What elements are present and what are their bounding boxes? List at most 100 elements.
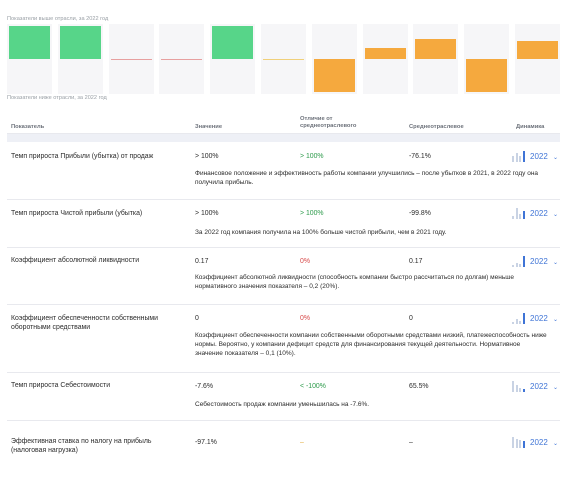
table-row: Темп прироста Себестоимости -7.6% < -100% 6… [7,373,560,421]
table-row: Коэффициент обеспеченности собственными … [7,305,560,373]
sparkline-bar [515,152,518,162]
sparkline-bar [519,263,521,267]
indicator-value: > 100% [195,153,219,160]
bar-cell [362,24,408,94]
indicator-name: Коэффициент обеспеченности собственными … [11,315,158,331]
header-average: Среднеотраслевое [409,124,464,130]
indicator-description: Коэффициент обеспеченности компании собс… [195,332,547,357]
header-dynamics: Динамика [516,124,545,130]
table-header: Показатель Значение Отличие от среднеотр… [7,114,560,134]
chevron-down-icon[interactable]: ⌄ [553,317,559,323]
dynamics-sparkline-icon [512,256,526,267]
sparkline-bar [519,214,521,219]
indicator-value: 0 [195,315,199,322]
dynamics-year-selector[interactable]: 2022 ⌄ [512,208,562,220]
sparkline-bar [512,155,514,162]
dynamics-year[interactable]: 2022 [530,152,548,161]
chevron-down-icon[interactable]: ⌄ [553,212,559,218]
chart-bar [517,40,558,59]
header-indicator: Показатель [11,124,45,130]
average-value: -99.8% [409,210,431,217]
chart-bar [9,26,50,59]
indicator-value: > 100% [195,210,219,217]
sparkline-bar [512,437,514,448]
sparkline-bar [515,263,518,267]
difference-value: 0% [300,258,310,265]
dynamics-sparkline-icon [512,151,526,162]
bar-cell [515,24,560,94]
average-value: -76.1% [409,153,431,160]
below-industry-caption: Показатели ниже отрасли, за 2022 год [7,95,107,101]
dynamics-year-selector[interactable]: 2022 ⌄ [512,313,562,325]
sparkline-bar [522,313,525,324]
dynamics-year[interactable]: 2022 [530,257,548,266]
header-value: Значение [195,124,223,130]
header-band [7,134,560,142]
sparkline-bar [515,438,518,448]
chevron-down-icon[interactable]: ⌄ [553,155,559,161]
sparkline-bar [515,208,518,219]
sparkline-bar [512,215,514,219]
table-row: Темп прироста Чистой прибыли (убытка) > 1… [7,200,560,248]
dynamics-year[interactable]: 2022 [530,314,548,323]
chevron-down-icon[interactable]: ⌄ [553,385,559,391]
sparkline-bar [522,388,525,392]
bar-cell [413,24,459,94]
chart-bar [466,59,508,92]
sparkline-bar [519,320,521,324]
dynamics-sparkline-icon [512,437,526,448]
table-row: Коэффициент абсолютной ликвидности 0.17 0%… [7,248,560,305]
dynamics-year[interactable]: 2022 [530,382,548,391]
chart-bar [263,59,304,60]
sparkline-bar [522,256,525,267]
difference-value: 0% [300,315,310,322]
table-row: Эффективная ставка по налогу на прибыль … [7,430,560,466]
above-industry-caption: Показатели выше отрасли, за 2022 год [7,16,109,22]
sparkline-bar [519,439,521,448]
dynamics-sparkline-icon [512,208,526,219]
sparkline-bar [512,381,514,392]
difference-value: < -100% [300,383,326,390]
chevron-down-icon[interactable]: ⌄ [553,441,559,447]
dynamics-year-selector[interactable]: 2022 ⌄ [512,151,562,163]
sparkline-bar [512,264,514,267]
indicator-description: За 2022 год компания получила на 100% бо… [195,229,447,236]
sparkline-bar [522,151,525,162]
sparkline-bar [512,321,514,324]
indicator-description: Себестоимость продаж компании уменьшилас… [195,401,370,408]
sparkline-bar [522,210,525,219]
sparkline-bar [519,388,521,392]
indicators-bar-chart [7,24,560,94]
average-value: 0 [409,315,413,322]
dynamics-year[interactable]: 2022 [530,209,548,218]
indicator-name: Эффективная ставка по налогу на прибыль … [11,438,152,454]
chart-bar [415,38,457,59]
indicator-name: Темп прироста Прибыли (убытка) от продаж [11,153,154,160]
dynamics-year-selector[interactable]: 2022 ⌄ [512,437,562,449]
difference-value: > 100% [300,210,324,217]
indicator-name: Коэффициент абсолютной ликвидности [11,257,140,264]
indicator-name: Темп прироста Чистой прибыли (убытка) [11,210,143,217]
indicator-description: Финансовое положение и эффективность раб… [195,170,539,186]
difference-value: – [300,439,304,446]
sparkline-bar [515,385,518,392]
dynamics-sparkline-icon [512,381,526,392]
dynamics-year-selector[interactable]: 2022 ⌄ [512,256,562,268]
chevron-down-icon[interactable]: ⌄ [553,260,559,266]
sparkline-bar [519,155,521,162]
dynamics-sparkline-icon [512,313,526,324]
indicator-value: -7.6% [195,383,214,390]
chart-bar [364,48,406,59]
sparkline-bar [515,319,518,324]
indicator-value: 0.17 [195,258,209,265]
indicator-value: -97.1% [195,439,217,446]
table-row: Темп прироста Прибыли (убытка) от продаж… [7,142,560,200]
indicator-description: Коэффициент абсолютной ликвидности (спос… [195,274,515,290]
chart-bar [161,59,203,60]
dynamics-year[interactable]: 2022 [530,438,548,447]
chart-bar [212,26,254,59]
indicator-name: Темп прироста Себестоимости [11,382,111,389]
dynamics-year-selector[interactable]: 2022 ⌄ [512,381,562,393]
average-value: 0.17 [409,258,423,265]
difference-value: > 100% [300,153,324,160]
